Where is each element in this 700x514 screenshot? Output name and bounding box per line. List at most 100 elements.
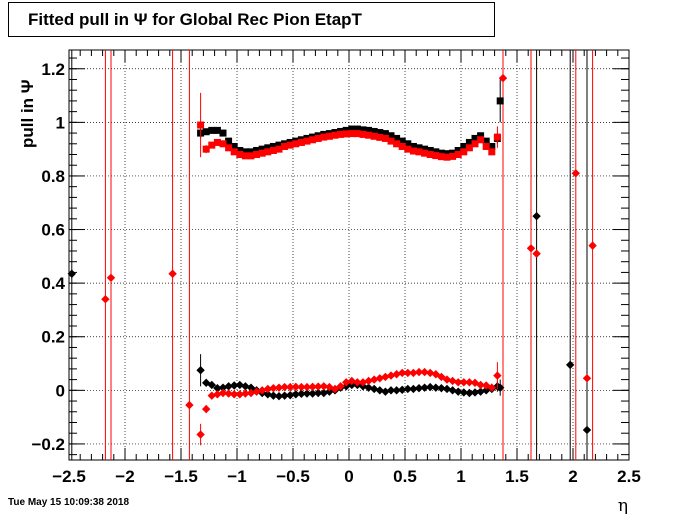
data-point — [202, 128, 210, 136]
data-point — [426, 151, 434, 159]
data-point — [106, 273, 116, 282]
y-axis-label: pull in Ψ — [18, 79, 37, 148]
data-point — [571, 169, 580, 178]
data-point — [230, 142, 238, 150]
data-point — [269, 383, 278, 393]
data-point — [404, 145, 412, 153]
data-point — [264, 144, 272, 152]
data-point — [281, 142, 289, 150]
data-point — [218, 388, 228, 398]
data-point — [364, 376, 373, 386]
data-point — [302, 382, 312, 392]
data-point — [482, 142, 490, 150]
series-square-red — [197, 92, 501, 161]
data-point — [347, 376, 356, 386]
data-point — [426, 146, 434, 154]
data-point — [314, 382, 323, 391]
data-point — [224, 389, 233, 398]
y-tick-label: 1 — [56, 113, 65, 132]
data-point — [493, 133, 501, 141]
data-point — [476, 380, 485, 390]
data-point — [280, 391, 289, 400]
data-point — [168, 269, 177, 278]
data-point — [286, 141, 294, 149]
data-series — [67, 73, 597, 446]
data-point — [488, 142, 496, 150]
data-point — [308, 382, 317, 392]
data-point — [291, 382, 300, 392]
data-point — [381, 372, 390, 382]
data-point — [309, 136, 317, 144]
data-point — [241, 389, 250, 398]
data-point — [230, 390, 239, 399]
data-point — [258, 149, 266, 157]
data-point — [409, 384, 418, 394]
data-point — [426, 368, 435, 378]
data-point — [275, 145, 283, 153]
data-point — [202, 145, 210, 153]
data-point — [314, 134, 322, 142]
data-point — [258, 145, 266, 153]
data-point — [532, 211, 541, 221]
data-point — [376, 133, 384, 141]
data-point — [448, 386, 457, 395]
data-point — [421, 149, 429, 157]
data-point — [235, 390, 244, 399]
data-point — [353, 125, 361, 133]
data-point — [348, 125, 356, 133]
data-point — [460, 142, 468, 150]
data-point — [375, 386, 384, 395]
data-point — [253, 151, 261, 159]
data-point — [465, 138, 473, 146]
data-point — [409, 142, 417, 150]
data-point — [370, 127, 378, 135]
data-point — [263, 390, 272, 399]
timestamp: Tue May 15 10:09:38 2018 — [8, 497, 130, 508]
data-point — [471, 140, 479, 148]
data-point — [582, 374, 592, 383]
data-point — [477, 136, 485, 144]
data-point — [213, 126, 221, 134]
data-point — [437, 383, 446, 393]
x-tick-label: −2 — [115, 467, 134, 486]
data-point — [303, 137, 311, 145]
data-point — [459, 388, 468, 397]
data-point — [258, 386, 267, 395]
data-point — [286, 390, 295, 400]
data-point — [353, 130, 361, 138]
data-point — [421, 145, 429, 153]
data-point — [225, 137, 233, 145]
data-point — [470, 388, 480, 397]
data-point — [246, 388, 256, 398]
data-point — [241, 148, 249, 156]
data-point — [409, 147, 417, 155]
chart-title: Fitted pull in Ψ for Global Rec Pion Eta… — [8, 2, 495, 37]
data-point — [496, 383, 505, 392]
data-point — [236, 146, 244, 154]
data-point — [487, 383, 496, 392]
data-point — [381, 130, 389, 138]
y-tick-label: 0.6 — [41, 221, 65, 240]
x-tick-label: 1.5 — [505, 467, 529, 486]
data-point — [308, 389, 317, 398]
data-point — [342, 130, 350, 138]
data-point — [415, 144, 423, 152]
data-point — [449, 152, 457, 160]
data-point — [387, 137, 395, 145]
data-point — [297, 382, 306, 392]
y-tick-label: 0.4 — [41, 274, 65, 293]
data-point — [370, 384, 379, 394]
data-point — [247, 152, 255, 160]
data-point — [414, 383, 424, 393]
data-point — [319, 388, 328, 398]
x-axis-label: η — [618, 496, 628, 514]
data-point — [398, 137, 406, 145]
data-point — [275, 141, 283, 149]
data-point — [376, 129, 384, 137]
data-point — [442, 375, 452, 384]
data-point — [219, 129, 227, 137]
data-point — [454, 146, 462, 154]
data-point — [269, 142, 277, 150]
data-point — [393, 140, 401, 148]
